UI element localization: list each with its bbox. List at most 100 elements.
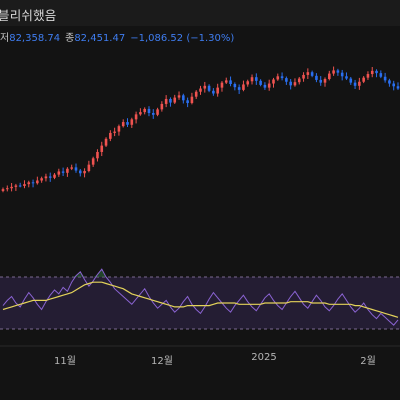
rsi-line — [2, 268, 399, 326]
candle-body — [306, 72, 310, 75]
candle-body — [323, 79, 327, 83]
candle-body — [340, 72, 344, 77]
candle-body — [70, 167, 73, 169]
candle-body — [53, 174, 56, 178]
candle-body — [349, 78, 353, 83]
candle-body — [177, 95, 181, 98]
candle-body — [280, 76, 284, 79]
candle-body — [293, 82, 297, 86]
candle-body — [91, 158, 95, 165]
candle-body — [242, 84, 245, 90]
candle-body — [310, 72, 314, 76]
low-value: 82,358.74 — [9, 33, 61, 44]
candle-body — [160, 103, 164, 110]
candle-body — [345, 76, 348, 79]
candle-body — [276, 76, 280, 80]
candle-body — [328, 73, 331, 80]
candle-body — [388, 80, 391, 84]
candle-body — [182, 95, 185, 101]
candle-body — [74, 167, 78, 171]
candle-body — [186, 100, 189, 104]
candle-body — [250, 77, 254, 82]
candle-body — [10, 186, 13, 189]
candle-body — [379, 73, 383, 77]
candle-body — [216, 87, 219, 94]
x-axis-label-dec: 12월 — [151, 356, 173, 367]
candle-body — [61, 171, 65, 173]
candle-body — [212, 90, 215, 94]
ohlc-legend: 저82,358.74 종82,451.47 −1,086.52 (−1.30%) — [0, 29, 234, 44]
candle-body — [366, 74, 370, 78]
candle-body — [302, 74, 305, 79]
candle-body — [319, 79, 323, 83]
close-value: 82,451.47 — [74, 33, 126, 44]
low-label: 저 — [0, 33, 10, 44]
candle-body — [5, 188, 9, 190]
candle-body — [78, 170, 82, 174]
candle-body — [100, 145, 104, 152]
candle-body — [358, 81, 361, 86]
candle-body — [297, 78, 301, 83]
candle-body — [66, 168, 69, 173]
x-axis-label-nov: 11월 — [54, 356, 76, 367]
candle-body — [332, 70, 335, 74]
rsi-band — [0, 277, 400, 329]
candle-body — [220, 82, 224, 88]
candle-body — [40, 178, 43, 181]
candle-body — [96, 151, 99, 159]
candle-body — [169, 98, 172, 103]
candle-body — [36, 180, 39, 184]
candle-body — [315, 75, 318, 80]
candle-body — [14, 185, 18, 187]
candle-body — [23, 184, 26, 186]
candle-body — [83, 171, 86, 174]
candle-body — [48, 176, 52, 178]
x-axis-label-feb: 2월 — [360, 356, 376, 367]
candle-body — [289, 81, 292, 86]
candle-body — [151, 113, 155, 115]
candlestick-series — [1, 66, 400, 193]
candle-body — [117, 126, 121, 132]
candle-body — [156, 109, 159, 115]
candle-body — [109, 132, 112, 139]
candle-body — [126, 122, 129, 125]
candle-body — [224, 80, 228, 83]
candle-body — [121, 122, 125, 127]
candle-body — [396, 86, 400, 89]
candle-body — [246, 81, 250, 85]
change-percent: (−1.30%) — [186, 33, 235, 44]
candle-body — [31, 182, 35, 184]
candle-body — [272, 79, 275, 84]
candle-body — [203, 85, 207, 89]
chart-title: 블리쉬했음 — [0, 8, 57, 23]
candle-body — [143, 108, 146, 113]
candle-body — [139, 112, 142, 115]
candle-body — [190, 96, 194, 104]
x-axis-label-2025: 2025 — [251, 352, 277, 363]
candle-body — [147, 108, 151, 113]
candle-body — [199, 88, 202, 92]
candle-body — [27, 182, 31, 185]
candle-body — [383, 76, 387, 81]
candle-body — [259, 80, 262, 85]
candle-body — [173, 97, 177, 103]
candle-body — [233, 84, 237, 88]
candle-body — [104, 138, 108, 146]
candle-body — [353, 82, 357, 86]
candle-body — [263, 84, 267, 88]
candle-body — [130, 119, 134, 125]
candle-body — [57, 171, 61, 175]
candle-body — [1, 189, 5, 191]
rsi-overbought-fill — [3, 269, 398, 277]
candle-body — [370, 70, 374, 75]
candle-body — [392, 83, 396, 87]
candle-body — [237, 87, 241, 90]
candle-body — [194, 91, 198, 97]
chart-header: 블리쉬했음 — [0, 0, 400, 26]
candle-body — [285, 78, 288, 82]
candle-body — [18, 185, 22, 187]
change-value: −1,086.52 — [130, 33, 184, 44]
candle-body — [229, 80, 232, 84]
candle-body — [362, 77, 365, 82]
